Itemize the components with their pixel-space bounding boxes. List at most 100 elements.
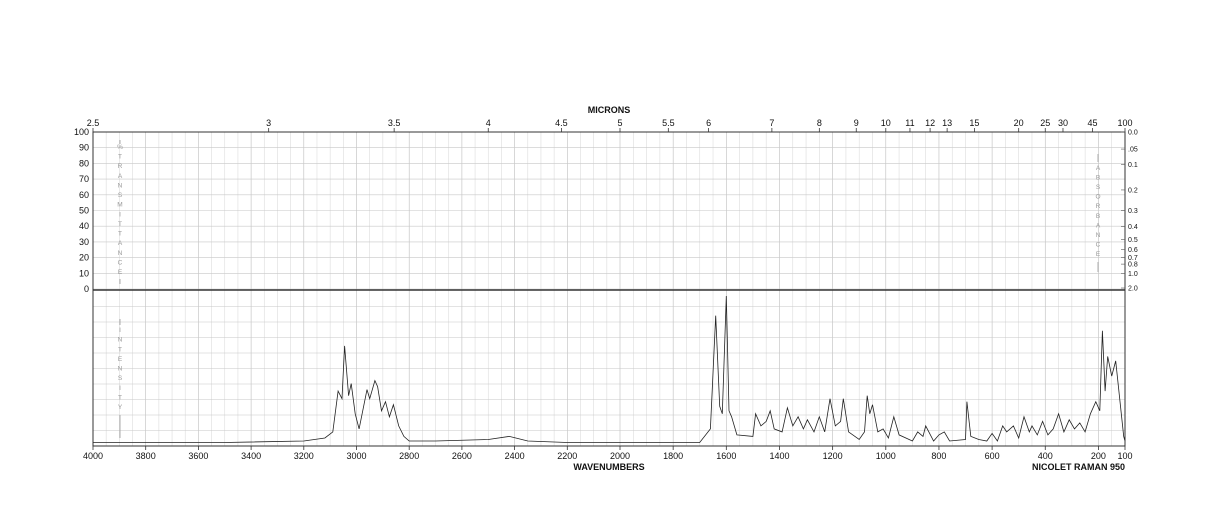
micron-tick-label: 8: [817, 118, 822, 128]
x-tick-label: 3200: [294, 451, 314, 461]
intensity-vertical-label-letter: I: [119, 385, 121, 392]
intensity-vertical-label-letter: T: [118, 346, 122, 353]
x-tick-label: 2800: [399, 451, 419, 461]
raman-spectrum-line: [93, 295, 1126, 443]
transmittance-tick-label: 90: [79, 143, 89, 153]
absorbance-vertical-label-letter: N: [1096, 232, 1101, 239]
transmittance-vertical-label-letter: M: [117, 202, 122, 209]
transmittance-vertical-label-letter: A: [118, 240, 123, 247]
intensity-vertical-label-letter: T: [118, 394, 122, 401]
absorbance-vertical-label-letter: R: [1096, 203, 1101, 210]
micron-tick-label: 10: [881, 118, 891, 128]
micron-tick-label: 4.5: [555, 118, 568, 128]
x-tick-label: 800: [931, 451, 946, 461]
micron-tick-label: 100: [1117, 118, 1132, 128]
micron-tick-label: 7: [769, 118, 774, 128]
transmittance-vertical-label-letter: %: [117, 144, 123, 151]
micron-tick-label: 13: [942, 118, 952, 128]
transmittance-vertical-label-letter: T: [118, 231, 122, 238]
microns-axis-title: MICRONS: [588, 105, 631, 115]
micron-tick-label: 5: [617, 118, 622, 128]
micron-tick-label: 11: [905, 118, 914, 128]
absorbance-tick-label: 0.6: [1128, 247, 1138, 254]
transmittance-tick-label: 100: [74, 127, 89, 137]
transmittance-tick-label: 0: [84, 284, 89, 294]
micron-tick-label: 5.5: [662, 118, 675, 128]
x-tick-label: 400: [1038, 451, 1053, 461]
micron-tick-label: 3: [266, 118, 271, 128]
x-tick-label: 600: [985, 451, 1000, 461]
absorbance-vertical-label-letter: S: [1096, 184, 1101, 191]
transmittance-tick-label: 40: [79, 221, 89, 231]
intensity-vertical-label-letter: I: [119, 327, 121, 334]
absorbance-tick-label: 2.0: [1128, 286, 1138, 293]
x-tick-label: 2400: [505, 451, 525, 461]
absorbance-vertical-label-letter: C: [1096, 241, 1101, 248]
absorbance-tick-label: 0.4: [1128, 224, 1138, 231]
transmittance-vertical-label-letter: C: [118, 259, 123, 266]
transmittance-tick-label: 80: [79, 158, 89, 168]
intensity-vertical-label-letter: N: [118, 366, 123, 373]
x-tick-label: 100: [1117, 451, 1132, 461]
transmittance-vertical-label-letter: N: [118, 182, 123, 189]
micron-tick-label: 3.5: [388, 118, 401, 128]
absorbance-vertical-label-letter: A: [1096, 165, 1101, 172]
transmittance-vertical-label-letter: E: [118, 269, 123, 276]
transmittance-vertical-label-letter: A: [118, 173, 123, 180]
x-tick-label: 2000: [610, 451, 630, 461]
transmittance-tick-label: 60: [79, 190, 89, 200]
intensity-vertical-label-letter: E: [118, 356, 123, 363]
intensity-vertical-label-letter: S: [118, 375, 123, 382]
absorbance-tick-label: 0.7: [1128, 255, 1138, 262]
absorbance-vertical-label-letter: E: [1096, 251, 1101, 258]
x-axis-title: WAVENUMBERS: [573, 462, 644, 472]
transmittance-tick-label: 30: [79, 237, 89, 247]
intensity-vertical-label-letter: Y: [118, 404, 123, 411]
absorbance-tick-label: 0.2: [1128, 187, 1138, 194]
x-tick-label: 200: [1091, 451, 1106, 461]
intensity-vertical-label-letter: N: [118, 337, 123, 344]
transmittance-vertical-label-letter: T: [118, 221, 122, 228]
transmittance-vertical-label-letter: I: [119, 211, 121, 218]
micron-tick-label: 20: [1014, 118, 1024, 128]
absorbance-tick-label: .05: [1128, 147, 1138, 154]
micron-tick-label: 25: [1040, 118, 1050, 128]
instrument-label: NICOLET RAMAN 950: [1032, 462, 1125, 472]
micron-tick-label: 12: [925, 118, 935, 128]
absorbance-tick-label: 0.0: [1128, 130, 1138, 137]
micron-tick-label: 2.5: [87, 118, 100, 128]
x-tick-label: 4000: [83, 451, 103, 461]
absorbance-vertical-label-letter: B: [1096, 175, 1100, 182]
x-tick-label: 3000: [346, 451, 366, 461]
x-tick-label: 3600: [188, 451, 208, 461]
transmittance-vertical-label-letter: R: [118, 163, 123, 170]
micron-tick-label: 30: [1058, 118, 1068, 128]
transmittance-tick-label: 10: [79, 268, 89, 278]
absorbance-vertical-label-letter: O: [1095, 194, 1100, 201]
micron-tick-label: 45: [1088, 118, 1098, 128]
x-tick-label: 1400: [769, 451, 789, 461]
x-tick-label: 2600: [452, 451, 472, 461]
x-tick-label: 1800: [663, 451, 683, 461]
x-tick-label: 3800: [136, 451, 156, 461]
micron-tick-label: 9: [854, 118, 859, 128]
x-tick-label: 2200: [557, 451, 577, 461]
micron-tick-label: 4: [486, 118, 491, 128]
transmittance-vertical-label-letter: T: [118, 154, 122, 161]
x-tick-label: 1600: [716, 451, 736, 461]
x-tick-label: 1200: [823, 451, 843, 461]
transmittance-vertical-label-letter: N: [118, 250, 123, 257]
transmittance-tick-label: 50: [79, 206, 89, 216]
plot-frame: [92, 131, 1126, 447]
micron-tick-label: 15: [969, 118, 979, 128]
absorbance-tick-label: 0.3: [1128, 208, 1138, 215]
x-tick-label: 1000: [876, 451, 896, 461]
absorbance-tick-label: 0.5: [1128, 237, 1138, 244]
transmittance-vertical-label-letter: S: [118, 192, 123, 199]
x-tick-label: 3400: [241, 451, 261, 461]
absorbance-tick-label: 0.1: [1128, 162, 1138, 169]
transmittance-tick-label: 70: [79, 174, 89, 184]
absorbance-tick-label: 0.8: [1128, 262, 1138, 269]
